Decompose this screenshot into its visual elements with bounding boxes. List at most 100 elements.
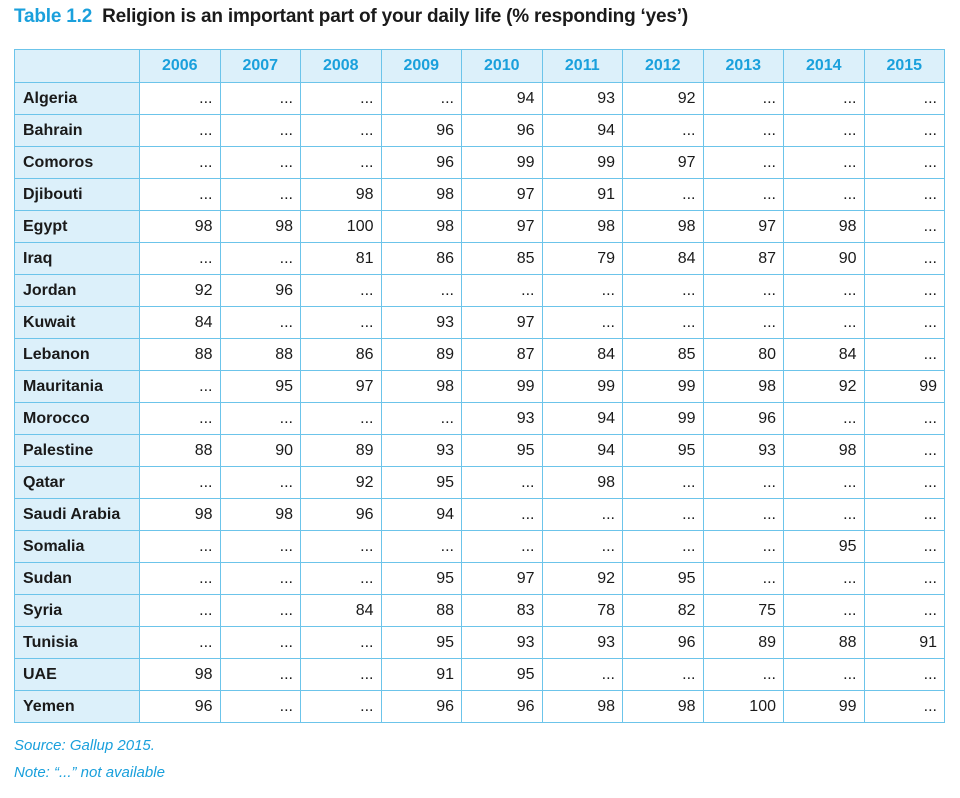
value-cell: 78 [541,594,623,627]
availability-note: Note: “...” not available [14,764,165,781]
table-row: Djibouti...... 98 98 97 91............ [14,178,945,211]
value-cell: ... [219,146,301,179]
value-cell: ... [219,178,301,211]
value-cell: ... [622,498,704,531]
value-cell: 83 [461,594,543,627]
table-number: Table 1.2 [14,6,93,27]
table-row: Palestine 88 90 89 93 95 94 95 93 98... [14,434,945,467]
value-cell: ... [702,274,784,307]
value-cell: ... [702,178,784,211]
value-cell: 100 [300,210,382,243]
value-cell: 91 [863,626,945,659]
value-cell: 86 [380,242,462,275]
value-cell: ... [139,242,221,275]
value-cell: 82 [622,594,704,627]
value-cell: ... [300,114,382,147]
country-cell: Jordan [14,274,140,307]
value-cell: 98 [139,658,221,691]
value-cell: ... [863,338,945,371]
value-cell: ... [380,82,462,115]
value-cell: ... [702,562,784,595]
year-header: 2010 [461,49,543,83]
table-row: Morocco............ 93 94 99 96...... [14,402,945,435]
value-cell: 99 [622,402,704,435]
value-cell: 84 [541,338,623,371]
country-cell: Djibouti [14,178,140,211]
value-cell: 97 [702,210,784,243]
value-cell: ... [300,658,382,691]
table-row: Algeria............ 94 93 92......... [14,82,945,115]
value-cell: 99 [541,370,623,403]
table-row: Yemen 96...... 96 96 98 98 100 99... [14,690,945,723]
value-cell: 88 [783,626,865,659]
year-header: 2008 [300,49,382,83]
value-cell: 94 [541,434,623,467]
value-cell: ... [380,530,462,563]
value-cell: ... [863,114,945,147]
value-cell: 84 [783,338,865,371]
value-cell: 90 [219,434,301,467]
value-cell: 93 [380,306,462,339]
value-cell: ... [863,690,945,723]
value-cell: 98 [219,210,301,243]
value-cell: 98 [219,498,301,531]
value-cell: 96 [380,690,462,723]
country-cell: Algeria [14,82,140,115]
year-header: 2006 [139,49,221,83]
value-cell: 95 [219,370,301,403]
value-cell: 94 [541,402,623,435]
value-cell: ... [300,146,382,179]
value-cell: 95 [380,466,462,499]
value-cell: ... [139,82,221,115]
value-cell: ... [380,402,462,435]
value-cell: 95 [622,562,704,595]
country-cell: Sudan [14,562,140,595]
value-cell: ... [219,690,301,723]
value-cell: ... [461,530,543,563]
value-cell: 97 [461,178,543,211]
value-cell: ... [863,530,945,563]
value-cell: ... [863,242,945,275]
value-cell: 99 [461,370,543,403]
value-cell: 88 [380,594,462,627]
value-cell: ... [461,466,543,499]
value-cell: ... [783,274,865,307]
value-cell: 98 [541,466,623,499]
value-cell: ... [863,658,945,691]
value-cell: ... [541,274,623,307]
value-cell: ... [541,658,623,691]
value-cell: 96 [380,146,462,179]
value-cell: ... [300,530,382,563]
value-cell: 97 [461,562,543,595]
value-cell: 80 [702,338,784,371]
value-cell: ... [863,178,945,211]
value-cell: 93 [541,626,623,659]
value-cell: 84 [300,594,382,627]
value-cell: 85 [622,338,704,371]
value-cell: ... [622,178,704,211]
year-header: 2012 [622,49,704,83]
value-cell: ... [702,82,784,115]
value-cell: ... [541,306,623,339]
value-cell: ... [219,306,301,339]
table-row: Comoros......... 96 99 99 97......... [14,146,945,179]
value-cell: ... [702,466,784,499]
value-cell: 95 [461,658,543,691]
value-cell: ... [139,594,221,627]
value-cell: 86 [300,338,382,371]
value-cell: ... [219,402,301,435]
value-cell: 81 [300,242,382,275]
value-cell: 97 [461,306,543,339]
table-row: UAE 98...... 91 95............... [14,658,945,691]
value-cell: ... [783,658,865,691]
table-row: Iraq...... 81 86 85 79 84 87 90... [14,242,945,275]
value-cell: ... [380,274,462,307]
value-cell: ... [622,530,704,563]
value-cell: ... [139,466,221,499]
value-cell: 93 [380,434,462,467]
value-cell: ... [622,114,704,147]
value-cell: ... [702,498,784,531]
value-cell: 94 [541,114,623,147]
table-caption: Religion is an important part of your da… [102,6,688,27]
religion-table: 2006 2007 2008 2009 2010 2011 2012 2013 2014 2015… [14,49,945,723]
